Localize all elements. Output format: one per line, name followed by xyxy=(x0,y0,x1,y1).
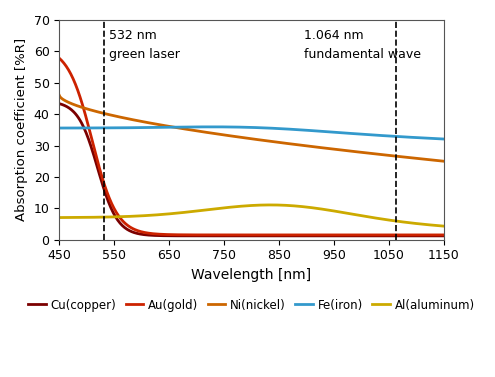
Cu(copper) xyxy=(441,234,446,238)
Fe(iron) xyxy=(56,126,62,130)
Au(gold) xyxy=(431,233,437,237)
Al(aluminum) xyxy=(241,204,247,208)
Line: Cu(copper): Cu(copper) xyxy=(59,104,444,236)
Fe(iron) xyxy=(286,127,292,131)
Ni(nickel) xyxy=(239,135,245,140)
Al(aluminum) xyxy=(441,224,446,228)
Ni(nickel) xyxy=(431,158,437,162)
Al(aluminum) xyxy=(372,216,378,220)
Text: fundamental wave: fundamental wave xyxy=(304,48,421,61)
Fe(iron) xyxy=(265,126,271,130)
Line: Al(aluminum): Al(aluminum) xyxy=(59,205,444,226)
Au(gold) xyxy=(241,233,247,237)
Cu(copper) xyxy=(239,234,245,238)
Au(gold) xyxy=(56,56,62,60)
Fe(iron) xyxy=(240,125,246,129)
Fe(iron) xyxy=(209,124,215,129)
Cu(copper) xyxy=(371,234,377,238)
Cu(copper) xyxy=(56,101,62,106)
Y-axis label: Absorption coefficient [%R]: Absorption coefficient [%R] xyxy=(15,38,28,221)
Al(aluminum) xyxy=(286,203,292,208)
Fe(iron) xyxy=(242,125,248,130)
Ni(nickel) xyxy=(241,135,247,140)
Ni(nickel) xyxy=(56,93,62,98)
Fe(iron) xyxy=(441,137,446,141)
Al(aluminum) xyxy=(432,223,438,228)
Line: Au(gold): Au(gold) xyxy=(59,58,444,235)
Ni(nickel) xyxy=(264,139,270,143)
Text: 532 nm: 532 nm xyxy=(109,29,156,43)
Ni(nickel) xyxy=(441,159,446,164)
Au(gold) xyxy=(264,233,270,237)
Cu(copper) xyxy=(264,234,270,238)
Au(gold) xyxy=(285,233,291,237)
Cu(copper) xyxy=(241,234,247,238)
Au(gold) xyxy=(371,233,377,237)
Au(gold) xyxy=(239,233,245,237)
Al(aluminum) xyxy=(56,215,62,220)
Text: 1.064 nm: 1.064 nm xyxy=(304,29,364,43)
Al(aluminum) xyxy=(239,204,245,208)
X-axis label: Wavelength [nm]: Wavelength [nm] xyxy=(192,268,311,282)
Au(gold) xyxy=(441,233,446,237)
Text: green laser: green laser xyxy=(109,48,180,61)
Al(aluminum) xyxy=(267,203,273,207)
Legend: Cu(copper), Au(gold), Ni(nickel), Fe(iron), Al(aluminum): Cu(copper), Au(gold), Ni(nickel), Fe(iro… xyxy=(23,294,480,316)
Fe(iron) xyxy=(432,136,438,141)
Cu(copper) xyxy=(431,234,437,238)
Al(aluminum) xyxy=(264,203,270,207)
Line: Fe(iron): Fe(iron) xyxy=(59,127,444,139)
Ni(nickel) xyxy=(285,141,291,146)
Cu(copper) xyxy=(285,234,291,238)
Ni(nickel) xyxy=(371,152,377,156)
Line: Ni(nickel): Ni(nickel) xyxy=(59,95,444,161)
Fe(iron) xyxy=(372,133,378,137)
